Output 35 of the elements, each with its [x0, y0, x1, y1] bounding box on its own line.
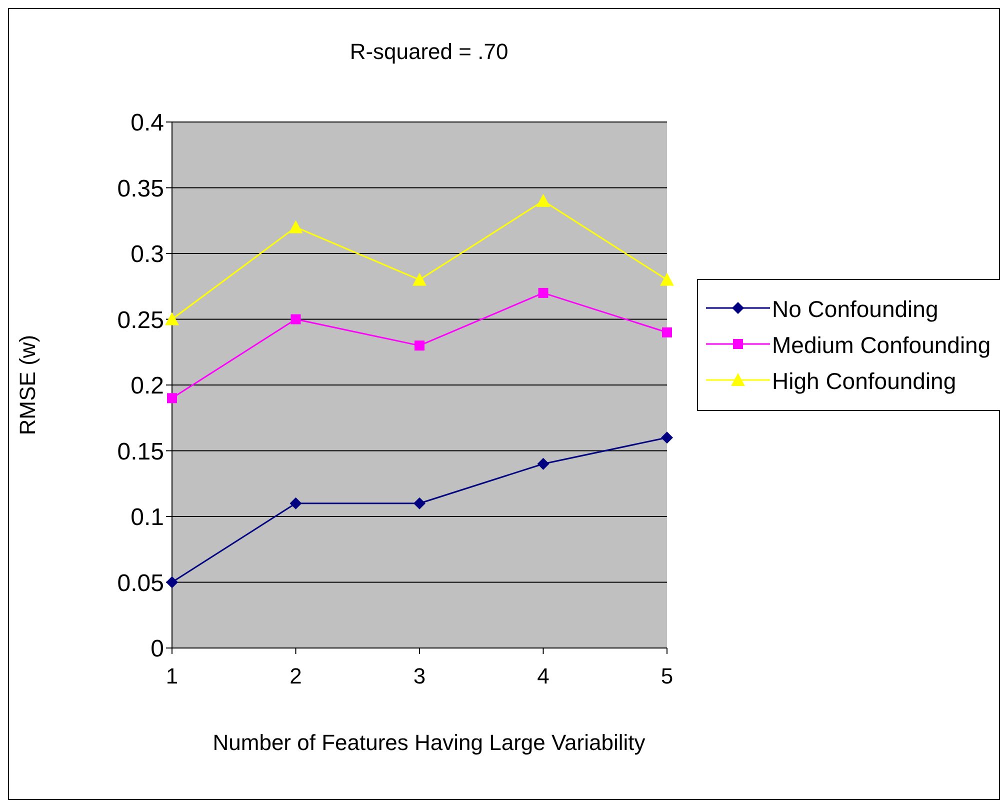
- y-tick-label: 0.3: [130, 241, 164, 268]
- point: [288, 220, 303, 234]
- y-tick-label: 0.05: [117, 570, 164, 597]
- x-tick-label: 3: [413, 664, 426, 689]
- point: [536, 194, 550, 207]
- point: [166, 576, 178, 588]
- x-tick-label: 4: [537, 664, 550, 689]
- y-tick-label: 0.1: [130, 504, 164, 532]
- point: [165, 312, 179, 326]
- point: [414, 340, 424, 351]
- point: [414, 497, 426, 510]
- y-tick-label: 0.2: [130, 372, 164, 400]
- point: [537, 458, 550, 470]
- point: [660, 272, 674, 286]
- point: [412, 272, 426, 286]
- legend-label: No Confounding: [772, 295, 938, 324]
- legend-label: Medium Confounding: [772, 331, 991, 360]
- y-tick-label: 0.35: [117, 175, 164, 202]
- legend-label: High Confounding: [772, 367, 956, 396]
- chart-title: R-squared = .70: [348, 39, 510, 65]
- point: [538, 288, 548, 298]
- point: [661, 432, 673, 444]
- point: [290, 497, 302, 510]
- point: [662, 327, 672, 338]
- x-tick-label: 1: [166, 664, 178, 689]
- x-axis-title: Number of Features Having Large Variability: [212, 729, 646, 757]
- y-tick-label: 0.4: [130, 110, 164, 137]
- y-tick-label: 0.15: [117, 438, 164, 466]
- y-tick-label: 0: [150, 636, 164, 663]
- y-tick-label: 0.25: [117, 306, 164, 334]
- x-tick-label: 2: [290, 664, 302, 689]
- x-tick-label: 5: [660, 664, 674, 689]
- point: [167, 393, 177, 404]
- point: [290, 314, 301, 324]
- y-axis-title: RMSE (w): [14, 334, 40, 436]
